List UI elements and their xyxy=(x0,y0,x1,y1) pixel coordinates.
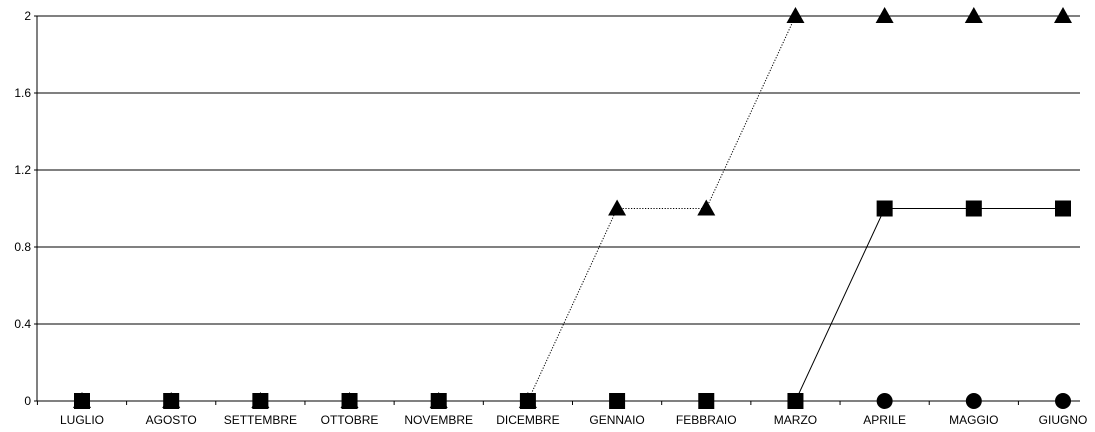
x-tick-label: GIUGNO xyxy=(1039,413,1088,427)
data-point-square xyxy=(430,393,447,409)
y-tick-label: 1.6 xyxy=(14,86,31,100)
data-point-square xyxy=(698,393,715,409)
data-point-square xyxy=(1055,200,1071,217)
x-tick-label: OTTOBRE xyxy=(321,413,379,427)
data-point-triangle xyxy=(875,7,894,23)
data-point-square xyxy=(252,393,269,409)
x-tick-label: DICEMBRE xyxy=(496,413,559,427)
data-point-circle xyxy=(876,393,893,409)
grid-lines xyxy=(37,15,1080,325)
data-point-square xyxy=(341,393,358,409)
x-tick-label: MAGGIO xyxy=(949,413,998,427)
y-tick-label: 0.4 xyxy=(14,317,31,331)
y-tick-label: 1.2 xyxy=(14,163,31,177)
x-tick-label: APRILE xyxy=(863,413,906,427)
data-point-square xyxy=(787,393,804,409)
x-tick-label: NOVEMBRE xyxy=(404,413,473,427)
x-tick-labels: LUGLIO AGOSTO SETTEMBRE OTTOBRE NOVEMBRE DICE… xyxy=(60,413,1087,427)
x-tick-label: SETTEMBRE xyxy=(224,413,297,427)
data-point-square xyxy=(519,393,536,409)
data-point-square xyxy=(163,393,180,409)
x-tick-label: GENNAIO xyxy=(589,413,644,427)
y-tick-label: 0 xyxy=(24,394,31,408)
x-tick-label: AGOSTO xyxy=(146,413,197,427)
data-point-triangle xyxy=(697,199,716,216)
y-tick-labels: 0 0.4 0.8 1.2 1.6 2 xyxy=(14,9,31,408)
data-point-square xyxy=(609,393,626,409)
data-point-triangle xyxy=(1054,7,1072,23)
data-point-square xyxy=(965,200,982,217)
series-square xyxy=(74,200,1071,409)
data-point-triangle xyxy=(964,7,983,23)
data-point-circle xyxy=(965,393,982,409)
series-triangle xyxy=(73,7,1072,408)
data-point-square xyxy=(74,393,90,409)
data-point-triangle xyxy=(608,199,627,216)
data-point-circle xyxy=(1055,393,1071,409)
series-line-square xyxy=(82,208,1063,402)
data-point-triangle xyxy=(786,7,805,23)
y-tick-label: 2 xyxy=(24,9,31,23)
x-tick-label: LUGLIO xyxy=(60,413,104,427)
x-tick-label: MARZO xyxy=(774,413,817,427)
series-circle xyxy=(876,393,1071,409)
y-tick-label: 0.8 xyxy=(14,240,31,254)
series-group xyxy=(73,7,1072,409)
data-point-square xyxy=(876,200,893,217)
x-tick-label: FEBBRAIO xyxy=(676,413,737,427)
axes xyxy=(34,15,1080,405)
